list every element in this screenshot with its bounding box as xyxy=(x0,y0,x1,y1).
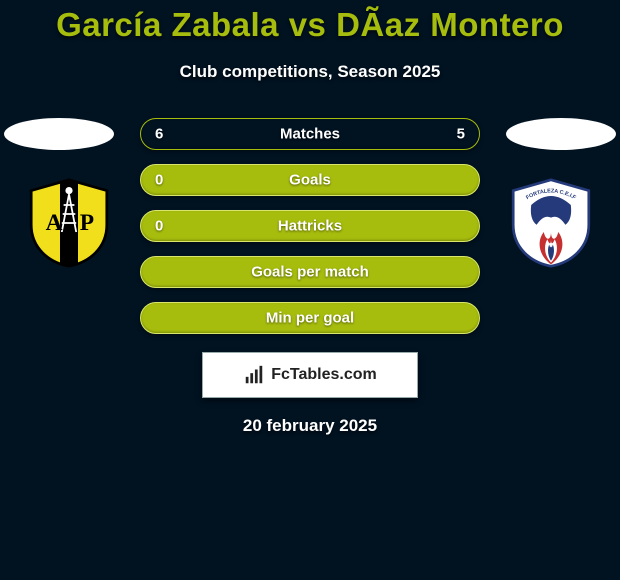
brand-text: FcTables.com xyxy=(271,366,377,384)
stat-bar: Hattricks0 xyxy=(140,210,480,242)
player-right-ellipse xyxy=(506,118,616,150)
stat-bars: Matches65Goals0Hattricks0Goals per match… xyxy=(140,118,480,334)
brand-badge: FcTables.com xyxy=(202,352,418,398)
shield-icon: A P xyxy=(24,178,114,268)
stat-label: Matches xyxy=(141,126,479,143)
svg-text:A: A xyxy=(46,210,63,236)
page-title: García Zabala vs DÃ­az Montero xyxy=(0,0,620,44)
stat-value-left: 6 xyxy=(155,126,163,143)
stat-bar: Goals per match xyxy=(140,256,480,288)
svg-text:P: P xyxy=(80,210,94,236)
title-right: DÃ­az Montero xyxy=(336,6,564,43)
player-left-ellipse xyxy=(4,118,114,150)
stat-label: Min per goal xyxy=(141,310,479,327)
bar-chart-icon xyxy=(243,364,265,386)
title-vs: vs xyxy=(289,6,327,43)
stat-value-left: 0 xyxy=(155,172,163,189)
stat-bar: Matches6 5 xyxy=(140,118,480,150)
shield-icon: FORTALEZA C.E.I.F xyxy=(506,178,596,268)
subtitle: Club competitions, Season 2025 xyxy=(0,62,620,82)
stat-label: Hattricks xyxy=(141,218,479,235)
team-crest-right: FORTALEZA C.E.I.F xyxy=(506,178,596,268)
stat-label: Goals per match xyxy=(141,264,479,281)
stat-bar: Min per goal xyxy=(140,302,480,334)
comparison-stage: A P FORTALEZA C.E.I.F Matches65Goals0Hat… xyxy=(0,118,620,436)
team-crest-left: A P xyxy=(24,178,114,268)
stat-bar: Goals0 xyxy=(140,164,480,196)
stat-label: Goals xyxy=(141,172,479,189)
date-line: 20 february 2025 xyxy=(0,416,620,436)
stat-value-left: 0 xyxy=(155,218,163,235)
title-left: García Zabala xyxy=(56,6,279,43)
stat-value-right: 5 xyxy=(457,126,465,143)
